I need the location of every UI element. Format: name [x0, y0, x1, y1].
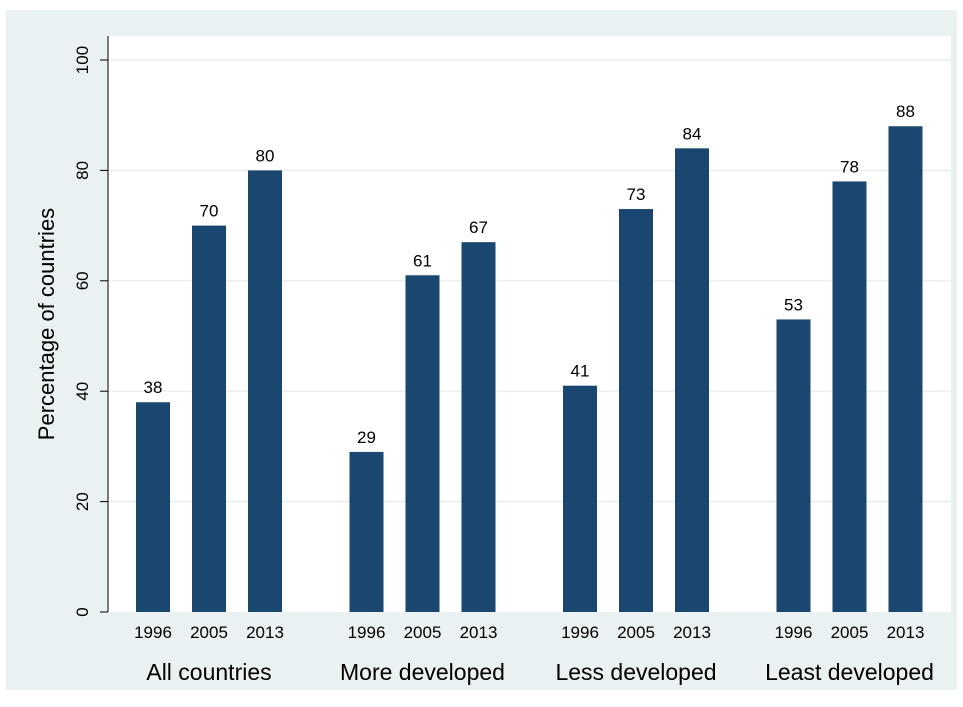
x-tick-label: 2005	[190, 623, 228, 642]
group-label: Less developed	[555, 659, 716, 685]
bar	[675, 148, 709, 612]
data-label: 78	[840, 157, 859, 176]
data-label: 41	[571, 362, 590, 381]
x-tick-label: 2013	[673, 623, 711, 642]
x-labels: 1996 2005 2013 All countries 1996 2005 2013 Mor…	[134, 623, 934, 685]
x-tick-label: 2005	[831, 623, 869, 642]
bar	[405, 275, 440, 612]
y-tick-label: 60	[73, 271, 92, 290]
bar	[136, 402, 170, 612]
y-tick-label: 20	[73, 492, 92, 511]
x-tick-label: 1996	[775, 623, 813, 642]
group-label: Least developed	[765, 659, 934, 685]
x-tick-label: 1996	[561, 623, 599, 642]
y-ticks: 0 20 40 60 80 100	[73, 46, 108, 617]
x-tick-label: 2005	[617, 623, 655, 642]
data-label: 61	[413, 251, 432, 270]
y-tick-label: 40	[73, 382, 92, 401]
bar	[248, 170, 282, 612]
bar	[776, 319, 811, 612]
y-axis-label: Percentage of countries	[34, 208, 59, 440]
x-tick-label: 2013	[460, 623, 498, 642]
bar	[349, 451, 384, 612]
bar	[888, 126, 923, 613]
bar	[832, 181, 867, 612]
bar	[619, 209, 653, 613]
data-label: 53	[784, 295, 803, 314]
x-tick-label: 2005	[404, 623, 442, 642]
data-label: 38	[144, 378, 163, 397]
plot-area	[108, 36, 951, 612]
x-tick-label: 2013	[246, 623, 284, 642]
data-label: 80	[256, 146, 275, 165]
data-label: 88	[896, 102, 915, 121]
x-tick-label: 1996	[134, 623, 172, 642]
data-label: 84	[683, 124, 702, 143]
data-label: 67	[469, 218, 488, 237]
data-label: 70	[200, 202, 219, 221]
bar	[563, 385, 597, 612]
y-tick-label: 80	[73, 161, 92, 180]
x-tick-label: 2013	[887, 623, 925, 642]
data-label: 73	[627, 185, 646, 204]
group-label: All countries	[146, 659, 271, 685]
bars: 38 70 80 29 61 67 41 73 84 53 78 88	[136, 102, 923, 613]
y-tick-label: 0	[73, 607, 92, 616]
x-tick-label: 1996	[348, 623, 386, 642]
bar	[461, 242, 496, 612]
bar	[192, 225, 226, 612]
group-label: More developed	[340, 659, 505, 685]
data-label: 29	[357, 428, 376, 447]
y-tick-label: 100	[73, 46, 92, 74]
